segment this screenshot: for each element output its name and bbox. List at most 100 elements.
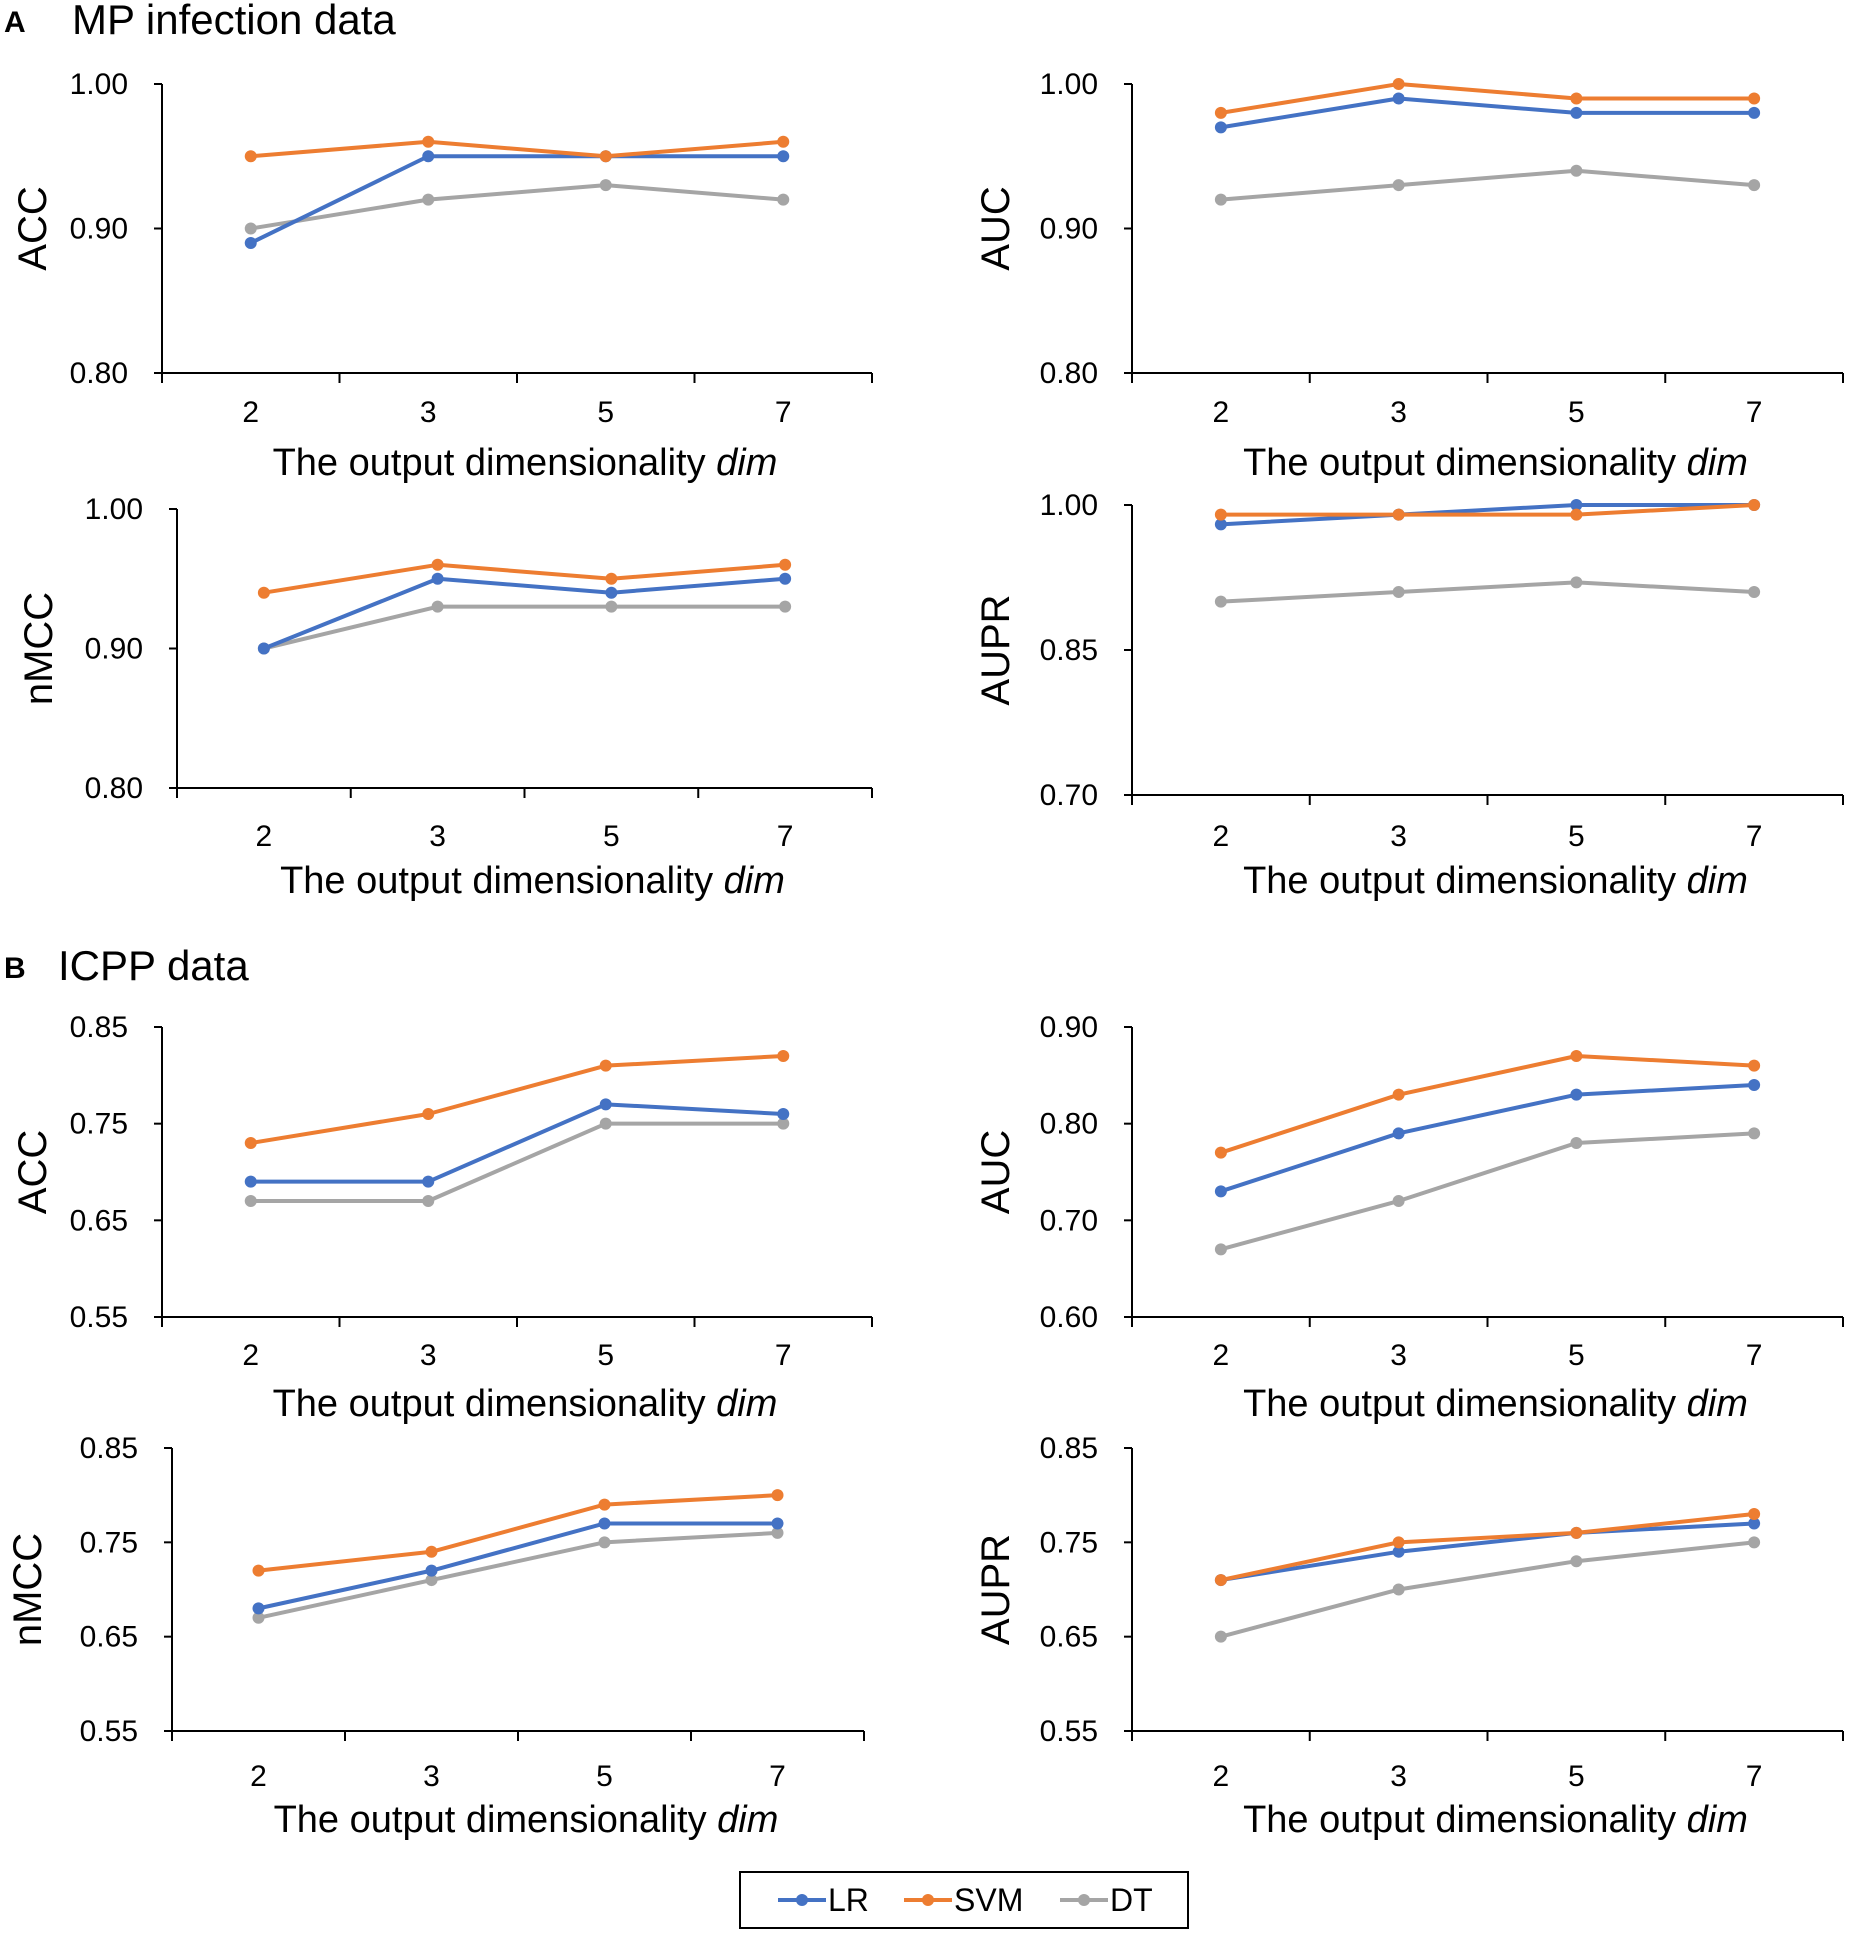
x-tick-label: 5 xyxy=(1568,820,1585,853)
series-line-svm xyxy=(1220,503,1755,517)
chart-mp-auc: 0.80 0.90 1.00 2 3 5 7 AUC The output dimensiona… xyxy=(974,68,1844,484)
data-point-lr xyxy=(779,572,792,585)
y-axis-label: nMCC xyxy=(6,1533,50,1646)
panel-b-title: ICPP data xyxy=(58,942,249,989)
data-point-lr xyxy=(771,1517,784,1530)
x-axis-label: The output dimensionality dim xyxy=(1243,442,1748,484)
data-point-dt xyxy=(244,1195,257,1207)
x-tick-label: 7 xyxy=(777,820,794,853)
series-line-svm xyxy=(250,139,784,159)
x-tick-label: 7 xyxy=(1746,820,1763,853)
legend-label-svm: SVM xyxy=(954,1882,1023,1918)
y-tick-label: 1.00 xyxy=(70,68,128,101)
x-tick-label: 5 xyxy=(603,820,620,853)
series-line-dt xyxy=(1220,1131,1755,1252)
data-point-dt xyxy=(1570,1555,1583,1568)
series-line-lr xyxy=(1220,1083,1755,1194)
data-point-dt xyxy=(1748,1536,1761,1549)
y-tick-label: 1.00 xyxy=(85,493,143,526)
x-tick-label: 3 xyxy=(1390,396,1407,429)
x-tick-label: 5 xyxy=(1568,396,1585,429)
y-axis-label: AUPR xyxy=(974,594,1018,705)
data-point-dt xyxy=(599,1117,612,1130)
x-tick-label: 2 xyxy=(250,1760,267,1793)
data-point-lr xyxy=(777,150,790,163)
y-tick-label: 0.90 xyxy=(1040,213,1098,246)
x-tick-label: 7 xyxy=(769,1760,786,1793)
data-point-svm xyxy=(598,1498,611,1511)
y-tick-label: 0.80 xyxy=(1040,357,1098,390)
data-point-svm xyxy=(1570,1050,1583,1062)
chart-icpp-acc: 0.55 0.65 0.75 0.85 2 3 5 7 ACC The output dimens… xyxy=(11,1011,873,1425)
y-tick-label: 0.55 xyxy=(70,1301,128,1334)
data-point-svm xyxy=(1214,508,1227,521)
data-point-lr xyxy=(1392,1545,1405,1558)
data-point-svm xyxy=(1392,1088,1405,1101)
data-point-svm xyxy=(1748,1059,1761,1072)
y-tick-label: 0.80 xyxy=(85,772,143,805)
y-tick-label: 1.00 xyxy=(1040,489,1098,522)
data-point-dt xyxy=(1214,193,1227,206)
data-point-lr xyxy=(1214,518,1227,531)
series-line-svm xyxy=(258,1493,778,1573)
y-axis-label: AUPR xyxy=(974,1534,1018,1645)
data-point-lr xyxy=(422,1175,435,1188)
x-tick-label: 5 xyxy=(597,396,614,429)
x-axis-label: The output dimensionality dim xyxy=(273,1383,778,1425)
x-tick-label: 7 xyxy=(775,1339,792,1372)
data-point-dt xyxy=(1392,179,1405,192)
legend-marker-dt xyxy=(1078,1894,1090,1906)
panel-a-title: MP infection data xyxy=(72,0,396,43)
y-tick-label: 0.60 xyxy=(1040,1301,1098,1334)
data-point-svm xyxy=(1748,1508,1761,1521)
chart-mp-aupr: 0.70 0.85 1.00 2 3 5 7 AUPR The output dimension… xyxy=(974,489,1844,902)
y-axis-label: ACC xyxy=(11,1130,55,1214)
series-line-svm xyxy=(1220,1054,1755,1155)
y-axis-label: nMCC xyxy=(17,592,61,705)
data-point-svm xyxy=(422,135,435,148)
series-line-lr xyxy=(250,1102,784,1184)
x-tick-label: 2 xyxy=(256,820,273,853)
x-axis-label: The output dimensionality dim xyxy=(273,442,778,484)
data-point-lr xyxy=(1392,1127,1405,1140)
data-point-lr xyxy=(599,1098,612,1111)
y-tick-label: 1.00 xyxy=(1040,68,1098,101)
data-point-lr xyxy=(422,150,435,163)
x-tick-label: 2 xyxy=(1213,1760,1230,1793)
data-point-dt xyxy=(1392,586,1405,598)
data-point-svm xyxy=(605,572,618,585)
data-point-svm xyxy=(257,586,270,599)
series-line-dt xyxy=(250,1121,784,1203)
data-point-svm xyxy=(779,558,792,571)
y-tick-label: 0.65 xyxy=(70,1204,128,1237)
x-tick-label: 3 xyxy=(420,1339,437,1372)
x-tick-label: 3 xyxy=(420,396,437,429)
x-tick-label: 2 xyxy=(1213,396,1230,429)
y-tick-label: 0.80 xyxy=(70,357,128,390)
data-point-svm xyxy=(1392,508,1405,521)
data-point-dt xyxy=(777,1117,790,1130)
x-tick-label: 3 xyxy=(423,1760,440,1793)
x-tick-label: 5 xyxy=(596,1760,613,1793)
x-tick-label: 7 xyxy=(775,396,792,429)
data-point-svm xyxy=(244,1137,257,1149)
data-point-dt xyxy=(777,193,790,206)
panel-a-header: A MP infection data xyxy=(4,0,396,43)
data-point-svm xyxy=(599,1059,612,1072)
data-point-svm xyxy=(1214,106,1227,119)
data-point-dt xyxy=(771,1526,784,1539)
data-point-lr xyxy=(431,572,444,585)
x-axis-label: The output dimensionality dim xyxy=(280,860,785,902)
data-point-dt xyxy=(1214,595,1227,608)
data-point-lr xyxy=(1748,1079,1761,1091)
data-point-dt xyxy=(1748,1127,1761,1140)
data-point-lr xyxy=(257,642,270,655)
data-point-dt xyxy=(422,1195,435,1207)
data-point-lr xyxy=(1214,121,1227,134)
data-point-dt xyxy=(431,600,444,613)
data-point-lr xyxy=(598,1517,611,1530)
data-point-svm xyxy=(771,1489,784,1502)
series-line-dt xyxy=(1220,168,1755,202)
data-point-dt xyxy=(1392,1583,1405,1596)
